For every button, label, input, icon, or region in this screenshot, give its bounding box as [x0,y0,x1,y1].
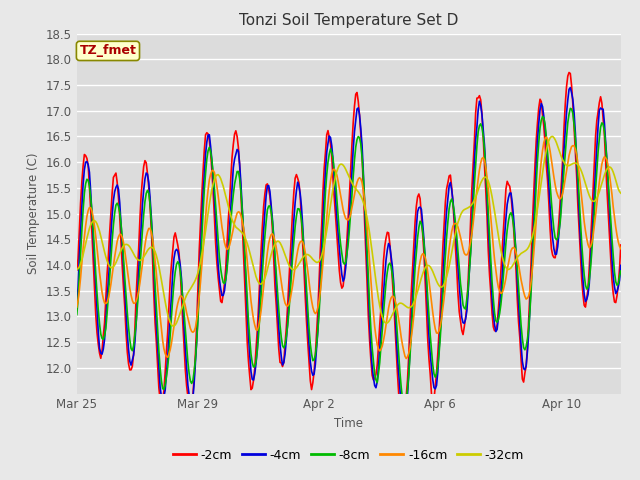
-16cm [504,260,512,266]
-16cm [73,304,81,310]
-32cm [504,266,512,272]
-32cm [73,267,81,273]
-8cm [566,106,574,111]
-4cm [115,186,122,192]
-2cm [493,322,501,328]
-2cm [504,181,512,187]
-2cm [115,194,122,200]
-32cm [115,254,122,260]
-2cm [388,276,396,282]
-2cm [565,70,573,75]
-16cm [452,220,460,226]
Line: -2cm: -2cm [77,72,621,430]
-16cm [543,134,550,140]
-8cm [388,272,396,277]
Text: TZ_fmet: TZ_fmet [79,44,136,58]
-8cm [452,220,460,226]
-32cm [617,190,625,196]
-8cm [493,319,501,325]
-8cm [401,401,409,407]
-16cm [574,160,582,166]
-32cm [574,162,582,168]
-16cm [403,356,410,361]
Y-axis label: Soil Temperature (C): Soil Temperature (C) [28,153,40,275]
-8cm [504,218,512,224]
-8cm [73,312,81,317]
-8cm [115,204,122,209]
-32cm [170,323,178,329]
-2cm [617,242,625,248]
-32cm [493,225,501,230]
-32cm [549,133,557,139]
-4cm [73,300,81,306]
-16cm [617,246,625,252]
-4cm [493,326,501,332]
Legend: -2cm, -4cm, -8cm, -16cm, -32cm: -2cm, -4cm, -8cm, -16cm, -32cm [168,444,529,467]
-8cm [617,268,625,274]
-16cm [493,277,501,283]
-4cm [504,195,512,201]
-4cm [566,85,574,91]
Line: -8cm: -8cm [77,108,621,404]
-32cm [452,230,460,236]
-4cm [617,263,625,268]
-2cm [574,203,582,209]
-4cm [400,419,408,425]
-4cm [388,263,396,269]
-2cm [399,427,406,432]
-2cm [452,245,460,251]
-16cm [388,293,396,299]
Title: Tonzi Soil Temperature Set D: Tonzi Soil Temperature Set D [239,13,458,28]
X-axis label: Time: Time [334,417,364,430]
-2cm [73,267,81,273]
-4cm [452,227,460,232]
-16cm [115,234,122,240]
-8cm [574,172,582,178]
-4cm [574,186,582,192]
Line: -32cm: -32cm [77,136,621,326]
-32cm [390,309,397,315]
Line: -16cm: -16cm [77,137,621,359]
Line: -4cm: -4cm [77,88,621,422]
